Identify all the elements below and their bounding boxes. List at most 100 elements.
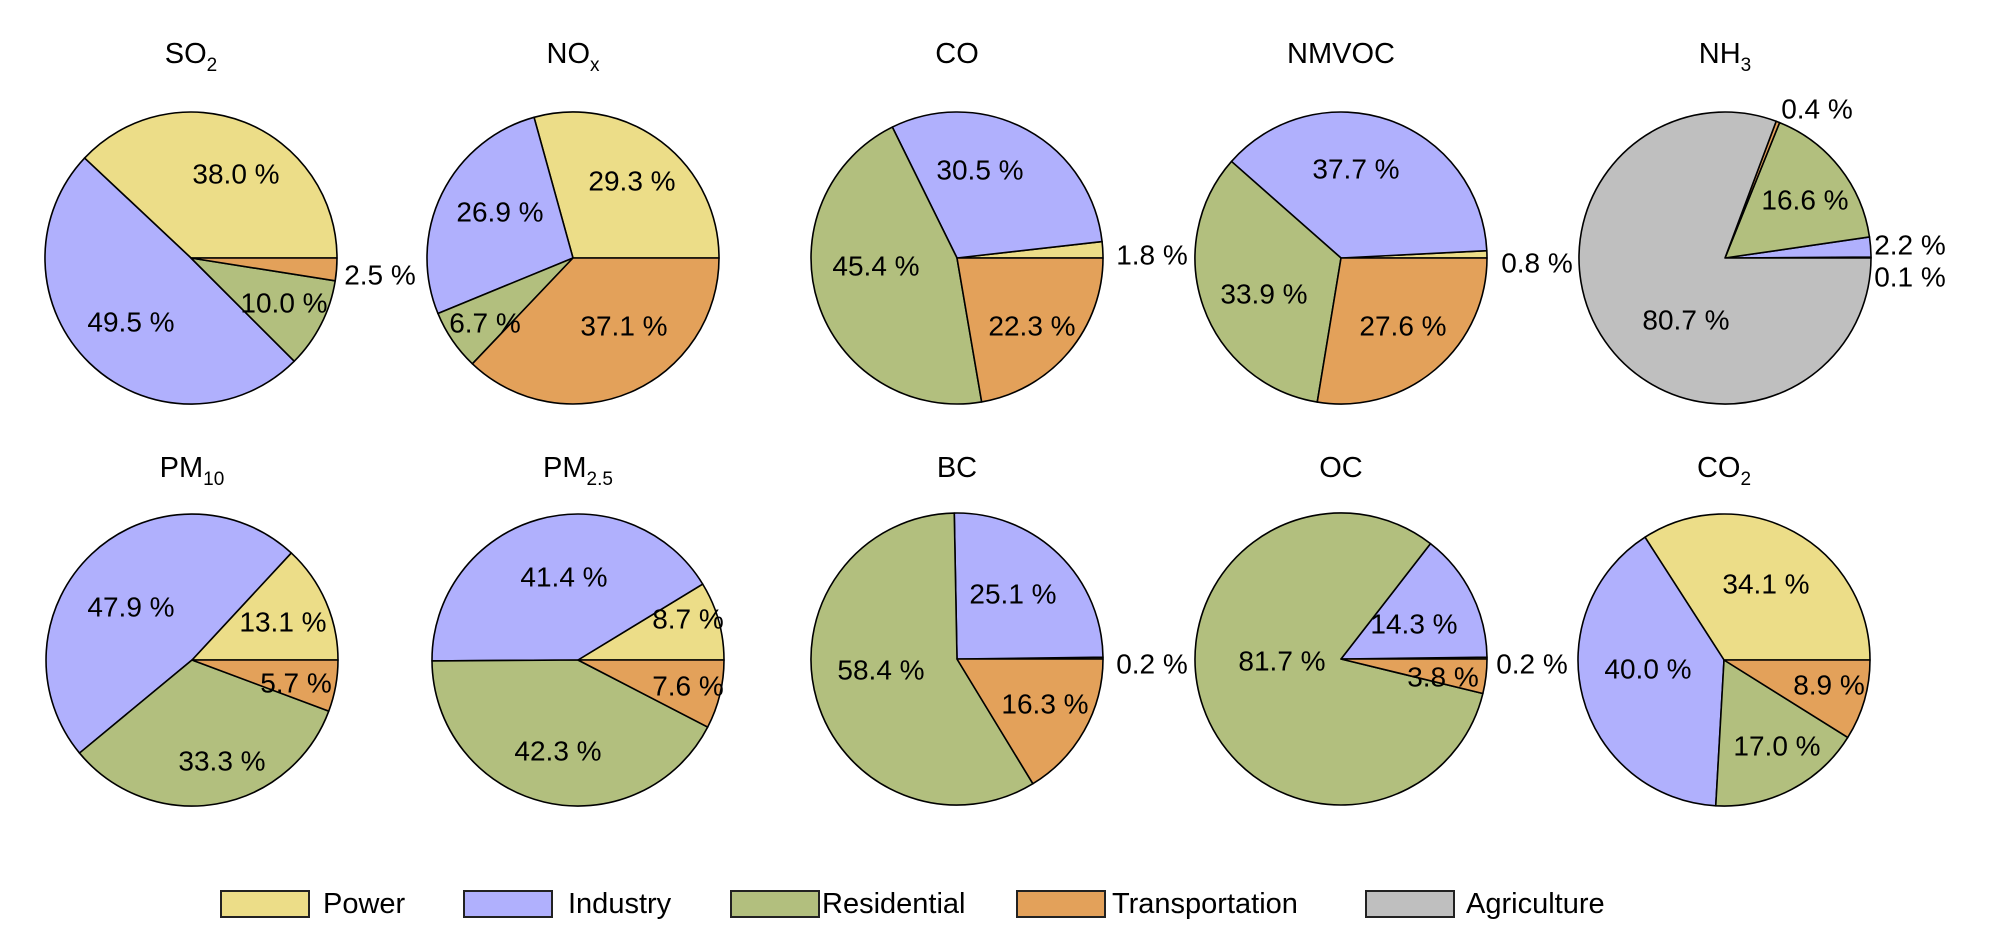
pie-label: 17.0 % [1733, 731, 1820, 762]
pie-title: CO2 [1697, 452, 1751, 490]
pie-pm10: PM10 13.1 % 47.9 % 33.3 % 5.7 % [45, 452, 339, 807]
pie-label: 42.3 % [514, 736, 601, 767]
pie-so2: SO2 38.0 % 49.5 % 10.0 % 2.5 % [44, 38, 416, 405]
pie-slice-residential [810, 512, 1034, 806]
pie-label: 8.9 % [1793, 670, 1865, 701]
pie-slice-transportation [1316, 257, 1488, 405]
pie-co2: CO2 34.1 % 40.0 % 17.0 % 8.9 % [1577, 452, 1871, 807]
pie-slice-industry [891, 111, 1103, 259]
pie-label: 6.7 % [449, 308, 521, 339]
pie-slice-residential [190, 257, 336, 363]
pie-title-main: SO [165, 38, 207, 70]
pie-slice-power [83, 111, 338, 259]
pie-label-outside: 0.2 % [1496, 649, 1568, 680]
pie-label: 27.6 % [1359, 311, 1446, 342]
pie-label: 49.5 % [87, 307, 174, 338]
pie-title: BC [937, 452, 977, 484]
pie-label-outside: 2.5 % [344, 260, 416, 291]
pie-label: 13.1 % [239, 607, 326, 638]
pie-slice-residential [431, 659, 709, 807]
pie-label: 45.4 % [832, 251, 919, 282]
pie-label: 10.0 % [240, 288, 327, 319]
pie-title-main: OC [1319, 452, 1363, 484]
pie-co: CO 1.8 % 30.5 % 45.4 % 22.3 % [810, 38, 1188, 405]
pie-label: 14.3 % [1370, 609, 1457, 640]
pie-slice-agriculture [1578, 111, 1872, 405]
pie-label: 37.7 % [1312, 154, 1399, 185]
pie-title-main: CO [935, 38, 979, 70]
pie-slice-industry [45, 513, 293, 754]
pie-slice-residential [1714, 659, 1849, 807]
pie-slice-residential [810, 126, 983, 405]
pie-label: 5.7 % [260, 668, 332, 699]
pie-label-outside: 0.8 % [1501, 248, 1573, 279]
pie-title: NMVOC [1287, 38, 1395, 70]
pie-title-subscript: x [590, 55, 600, 76]
legend-item-industry: Industry [463, 888, 672, 920]
legend-swatch [1365, 890, 1455, 918]
pie-label: 47.9 % [87, 592, 174, 623]
pie-slice-industry [1340, 542, 1488, 660]
pie-label: 38.0 % [192, 159, 279, 190]
legend-swatch [730, 890, 820, 918]
pie-title-main: PM [543, 452, 587, 484]
pie-slice-transportation [956, 257, 1104, 403]
legend-label: Industry [568, 888, 672, 920]
pie-slice-industry [1577, 536, 1725, 807]
pie-label: 7.6 % [652, 671, 724, 702]
pie-label: 58.4 % [837, 655, 924, 686]
pie-label: 33.3 % [178, 746, 265, 777]
legend-label: Agriculture [1466, 888, 1605, 920]
pie-label: 41.4 % [520, 562, 607, 593]
pie-slice-industry [44, 157, 296, 405]
pie-label: 16.3 % [1001, 689, 1088, 720]
legend: Power Industry Residential Transportation Ag… [220, 888, 1605, 920]
pie-slice-transportation [191, 659, 339, 712]
legend-label: Transportation [1112, 888, 1298, 920]
pie-bc: BC 0.2 % 25.1 % 58.4 % 16.3 % [810, 452, 1188, 806]
legend-label: Power [323, 888, 406, 920]
pie-label-outside: 0.2 % [1116, 649, 1188, 680]
pie-label-outside: 0.4 % [1781, 94, 1853, 125]
pie-label: 8.7 % [652, 604, 724, 635]
pie-label: 26.9 % [456, 197, 543, 228]
pie-label-outside: 2.2 % [1874, 230, 1946, 261]
pie-nh3: NH3 0.1 %2.2 % 16.6 % 0.4 % 80.7 % [1578, 38, 1946, 405]
legend-swatch [1016, 890, 1106, 918]
pie-slice-residential [1194, 160, 1342, 403]
pie-slice-residential [1194, 512, 1484, 806]
pie-label-outside: 1.8 % [1116, 240, 1188, 271]
legend-item-power: Power [220, 888, 406, 920]
pie-title-subscript: 2 [207, 55, 218, 76]
legend-item-agriculture: Agriculture [1365, 888, 1605, 920]
pie-label: 40.0 % [1604, 654, 1691, 685]
pie-slice-residential [78, 659, 330, 807]
pie-label: 33.9 % [1220, 279, 1307, 310]
pie-label: 34.1 % [1722, 569, 1809, 600]
pie-slice-transportation [1340, 658, 1488, 695]
pie-label-outside: 0.1 % [1874, 262, 1946, 293]
pie-title-main: NH [1699, 38, 1741, 70]
pie-slice-transportation [1723, 659, 1871, 739]
pie-title-subscript: 3 [1741, 55, 1752, 76]
pie-title: PM10 [160, 452, 225, 490]
pie-slice-transportation [956, 658, 1104, 785]
pie-slice-transportation [577, 659, 725, 728]
pie-label: 22.3 % [988, 311, 1075, 342]
pie-label: 80.7 % [1642, 305, 1729, 336]
pie-nox: NOx 29.3 % 26.9 % 6.7 % 37.1 % [426, 38, 720, 405]
pie-slice-industry [426, 116, 574, 315]
pie-title: SO2 [165, 38, 217, 76]
pie-slice-power [533, 111, 720, 259]
pie-slice-transportation [190, 257, 338, 282]
pie-title: PM2.5 [543, 452, 613, 490]
pie-slice-residential [1724, 121, 1871, 259]
legend-item-transportation: Transportation [1016, 888, 1298, 920]
pie-slice-transportation [471, 257, 720, 405]
pie-title-subscript: 10 [203, 469, 224, 490]
pie-slice-power [191, 552, 339, 661]
pie-label: 30.5 % [936, 155, 1023, 186]
pie-label: 29.3 % [588, 166, 675, 197]
legend-item-residential: Residential [730, 888, 965, 920]
